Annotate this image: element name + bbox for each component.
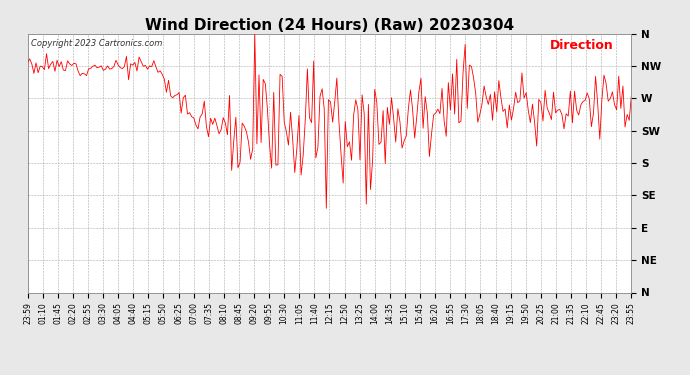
Title: Wind Direction (24 Hours) (Raw) 20230304: Wind Direction (24 Hours) (Raw) 20230304: [145, 18, 514, 33]
Text: Direction: Direction: [549, 39, 613, 52]
Text: Copyright 2023 Cartronics.com: Copyright 2023 Cartronics.com: [30, 39, 162, 48]
